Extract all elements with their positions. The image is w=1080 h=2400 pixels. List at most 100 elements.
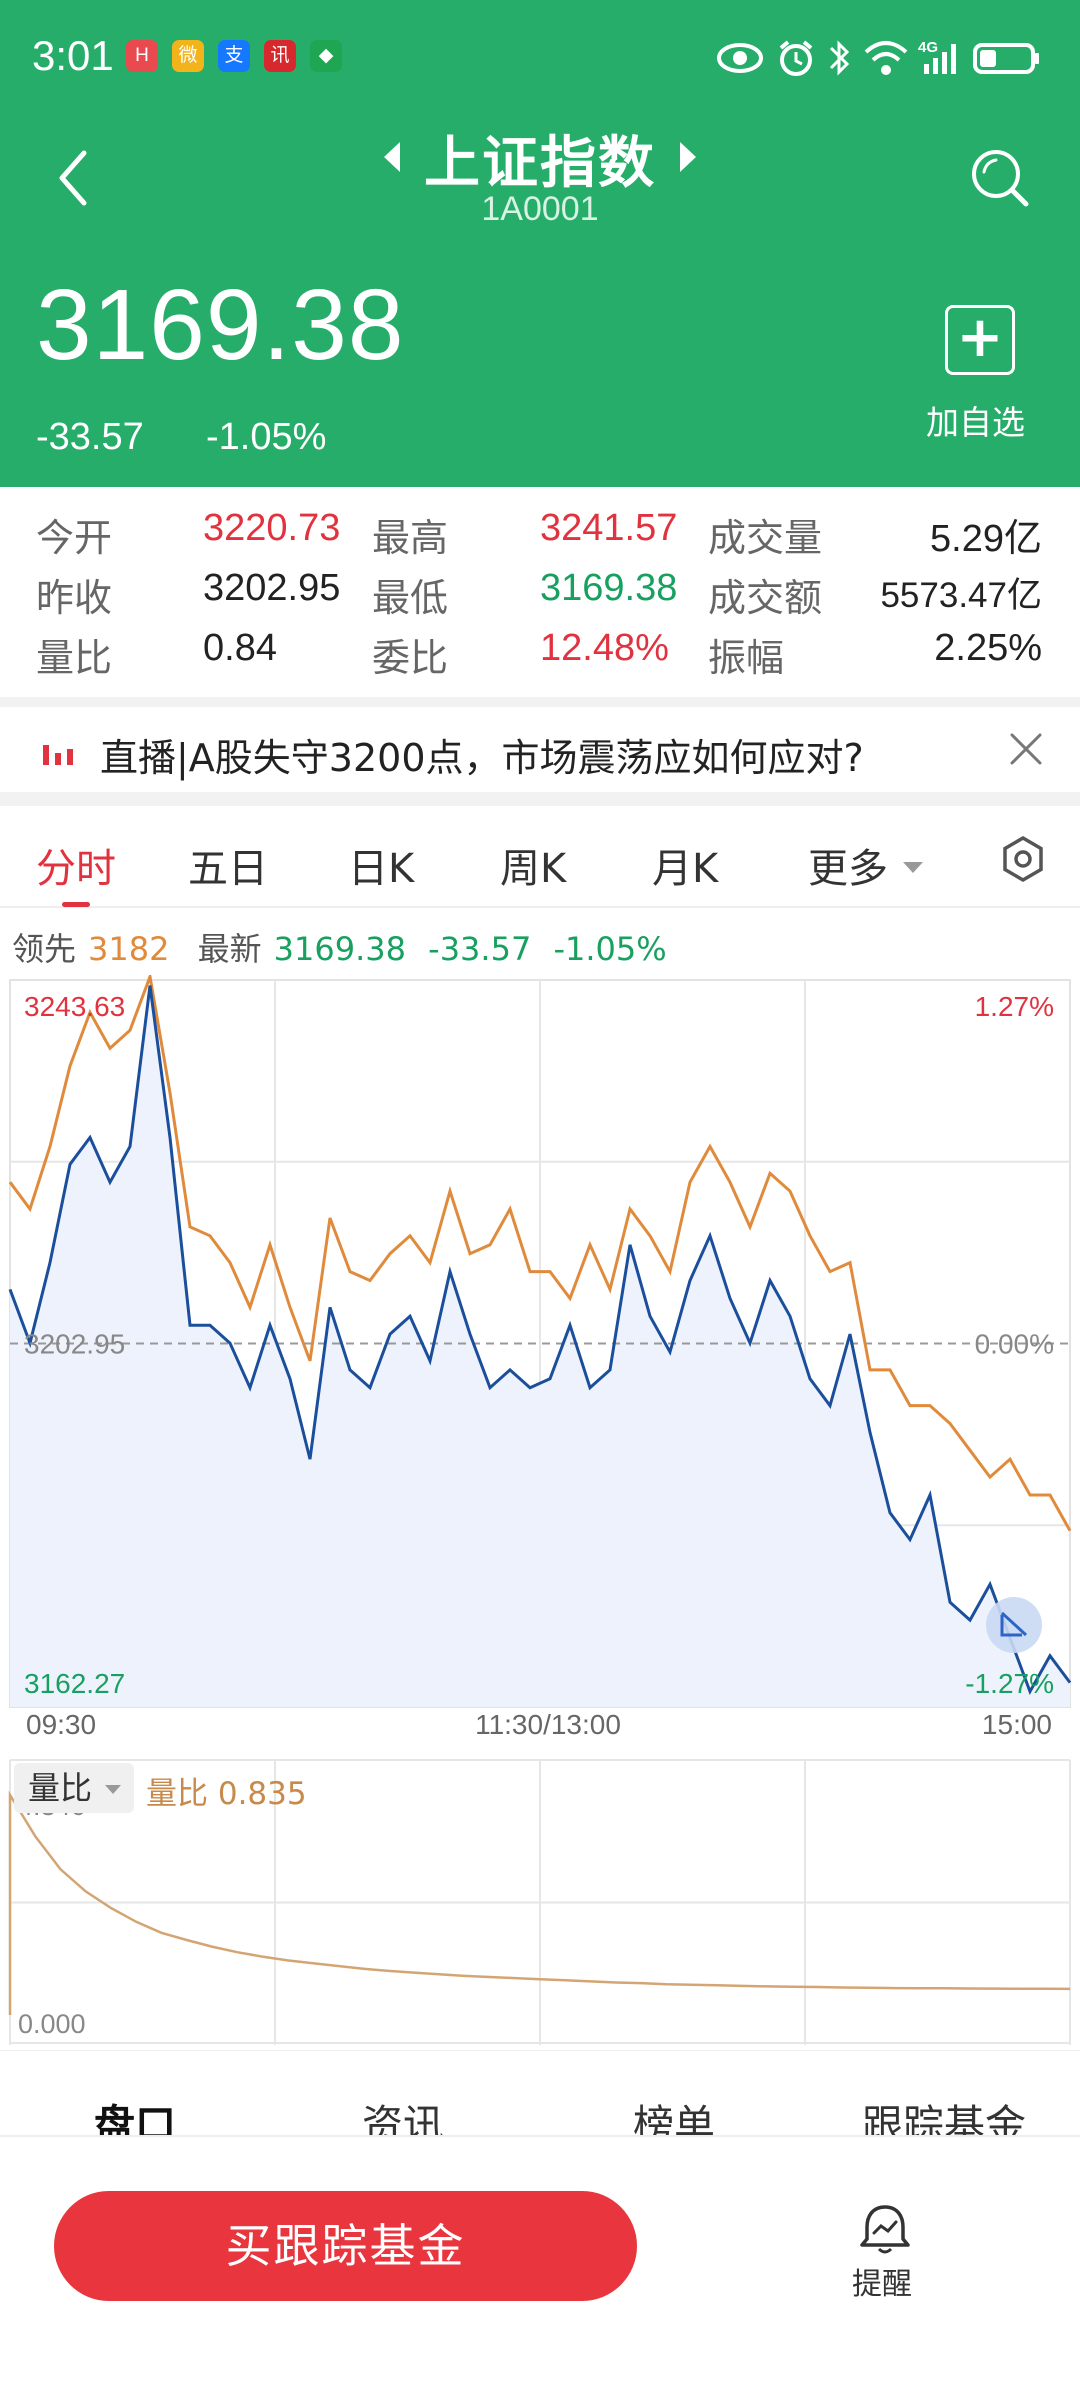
y-axis-bottom-label: 3162.27 bbox=[24, 1668, 125, 1699]
order-ratio-label: 委比 bbox=[372, 636, 449, 680]
live-news-banner[interactable]: 直播|A股失守3200点，市场震荡应如何应对? bbox=[0, 707, 1080, 792]
tab-rankings[interactable]: 榜单 bbox=[633, 2101, 715, 2135]
chevron-down-icon bbox=[903, 862, 923, 873]
battery-icon bbox=[973, 43, 1039, 74]
x-tick-label: 09:30 bbox=[26, 1709, 96, 1735]
eye-comfort-icon bbox=[717, 43, 763, 73]
amount-value: 5573.47亿 bbox=[880, 576, 1042, 615]
detail-tabs: 盘口 资讯 榜单 跟踪基金 bbox=[0, 2050, 1080, 2135]
alipay-app-icon: 支 bbox=[218, 40, 250, 72]
active-tab-indicator bbox=[62, 902, 90, 907]
wifi-icon bbox=[864, 41, 908, 75]
alert-bell-icon[interactable] bbox=[850, 2199, 920, 2259]
quote-grid: 今开 3220.73 最高 3241.57 成交量 5.29亿 昨收 3202.… bbox=[0, 487, 1080, 697]
alarm-icon bbox=[779, 40, 813, 76]
prev-close-value: 3202.95 bbox=[203, 567, 341, 609]
volume-ratio-readout: 量比 0.835 bbox=[146, 1768, 307, 1813]
page-title: 上证指数 bbox=[424, 131, 656, 196]
tab-daily-k[interactable]: 日K bbox=[348, 846, 415, 892]
chart-period-tabs: 分时 五日 日K 周K 月K 更多 bbox=[0, 806, 1080, 908]
close-icon[interactable] bbox=[1006, 729, 1046, 769]
tab-more[interactable]: 更多 bbox=[808, 846, 888, 892]
next-stock-arrow-icon[interactable] bbox=[680, 142, 696, 172]
news-headline[interactable]: 直播|A股失守3200点，市场震荡应如何应对? bbox=[100, 736, 864, 780]
divider bbox=[0, 697, 1080, 707]
amplitude-value: 2.25% bbox=[934, 627, 1042, 669]
svg-text:4G: 4G bbox=[918, 39, 938, 56]
action-bar: 买跟踪基金 提醒 bbox=[0, 2135, 1080, 2400]
alert-label[interactable]: 提醒 bbox=[852, 2267, 912, 2302]
tab-five-day[interactable]: 五日 bbox=[188, 846, 268, 892]
pct-axis-top-label: 1.27% bbox=[975, 991, 1054, 1022]
latest-value: 3169.38 bbox=[273, 930, 406, 968]
chart-legend: 领先 3182 最新 3169.38 -33.57 -1.05% bbox=[12, 924, 679, 970]
y-axis-top-label: 3243.63 bbox=[24, 991, 125, 1022]
search-icon[interactable] bbox=[968, 146, 1032, 210]
expand-chart-icon[interactable] bbox=[986, 1597, 1042, 1653]
weibo-app-icon: 微 bbox=[172, 40, 204, 72]
latest-label: 最新 bbox=[197, 930, 262, 968]
x-tick-label: 15:00 bbox=[982, 1709, 1052, 1735]
low-value: 3169.38 bbox=[540, 567, 678, 609]
huawei-app-icon: H bbox=[126, 40, 158, 72]
add-watchlist-button[interactable]: + bbox=[945, 305, 1015, 375]
cellular-signal-icon: 4G bbox=[918, 39, 956, 74]
series-volume-ratio-line bbox=[8, 1790, 1071, 2015]
messaging-app-icon: ◆ bbox=[310, 40, 342, 72]
stock-code: 1A0001 bbox=[481, 190, 599, 228]
lead-value: 3182 bbox=[88, 930, 170, 968]
tab-intraday[interactable]: 分时 bbox=[36, 846, 116, 892]
amount-label: 成交额 bbox=[708, 576, 823, 620]
series-lead-line bbox=[8, 975, 1072, 1532]
price-change-percent: -1.05% bbox=[206, 416, 327, 458]
price-change: -33.57 bbox=[36, 416, 144, 458]
title-wrap: 上证指数 bbox=[0, 118, 1080, 199]
volume-ratio-value: 0.84 bbox=[203, 627, 277, 669]
prev-close-label: 昨收 bbox=[36, 576, 113, 620]
volume-ratio-chart[interactable]: 4.346 0.000 bbox=[0, 1755, 1080, 2045]
volume-label: 成交量 bbox=[708, 516, 823, 560]
add-watchlist-label[interactable]: 加自选 bbox=[926, 403, 1025, 442]
x-tick-label: 11:30/13:00 bbox=[475, 1709, 621, 1735]
volume-ratio-readout-value: 0.835 bbox=[217, 1776, 307, 1812]
pct-axis-bottom-label: -1.27% bbox=[965, 1668, 1054, 1699]
open-label: 今开 bbox=[36, 516, 113, 560]
pct-axis-mid-label: 0.00% bbox=[975, 1329, 1054, 1360]
tab-weekly-k[interactable]: 周K bbox=[500, 846, 567, 892]
chevron-down-icon bbox=[105, 1785, 121, 1794]
lead-label: 领先 bbox=[12, 930, 77, 968]
back-arrow-icon[interactable] bbox=[50, 143, 100, 213]
buy-tracking-fund-button[interactable]: 买跟踪基金 bbox=[54, 2191, 637, 2301]
volume-ratio-label: 量比 bbox=[36, 636, 113, 680]
previous-stock-arrow-icon[interactable] bbox=[384, 142, 400, 172]
stock-header: 3:01 H 微支讯 ◆ 4G 上证指数 1A0001 3169.38 -33.57… bbox=[0, 0, 1080, 487]
tab-news[interactable]: 资讯 bbox=[362, 2101, 444, 2135]
divider bbox=[0, 792, 1080, 806]
status-bar: 3:01 H 微支讯 ◆ 4G bbox=[0, 0, 1080, 110]
low-label: 最低 bbox=[372, 576, 449, 620]
volume-ratio-readout-label: 量比 bbox=[146, 1776, 208, 1812]
news-app-icon: 讯 bbox=[264, 40, 296, 72]
volume-value: 5.29亿 bbox=[930, 518, 1042, 560]
amplitude-label: 振幅 bbox=[708, 636, 785, 680]
latest-change-pct: -1.05% bbox=[553, 930, 667, 968]
open-value: 3220.73 bbox=[203, 507, 341, 549]
y-axis-mid-label: 3202.95 bbox=[24, 1329, 125, 1360]
latest-area-fill bbox=[10, 985, 1070, 1707]
system-icons: 4G bbox=[716, 30, 1046, 86]
status-time: 3:01 bbox=[32, 32, 114, 79]
latest-change: -33.57 bbox=[428, 930, 532, 968]
intraday-price-chart[interactable]: 3243.63 3202.95 3162.27 1.27% 0.00% -1.2… bbox=[0, 975, 1080, 1735]
live-bars-icon bbox=[43, 745, 73, 765]
high-label: 最高 bbox=[372, 516, 449, 560]
order-ratio-value: 12.48% bbox=[540, 627, 669, 669]
tab-order-book[interactable]: 盘口 bbox=[94, 2101, 176, 2135]
high-value: 3241.57 bbox=[540, 507, 678, 549]
y-axis-bottom-label: 0.000 bbox=[18, 2009, 86, 2039]
current-price: 3169.38 bbox=[36, 269, 405, 381]
bluetooth-icon bbox=[829, 40, 850, 76]
tab-monthly-k[interactable]: 月K bbox=[652, 846, 719, 892]
tab-tracking-funds[interactable]: 跟踪基金 bbox=[862, 2101, 1026, 2135]
settings-hexagon-icon[interactable] bbox=[998, 834, 1048, 884]
series-latest-line bbox=[8, 985, 1072, 1696]
